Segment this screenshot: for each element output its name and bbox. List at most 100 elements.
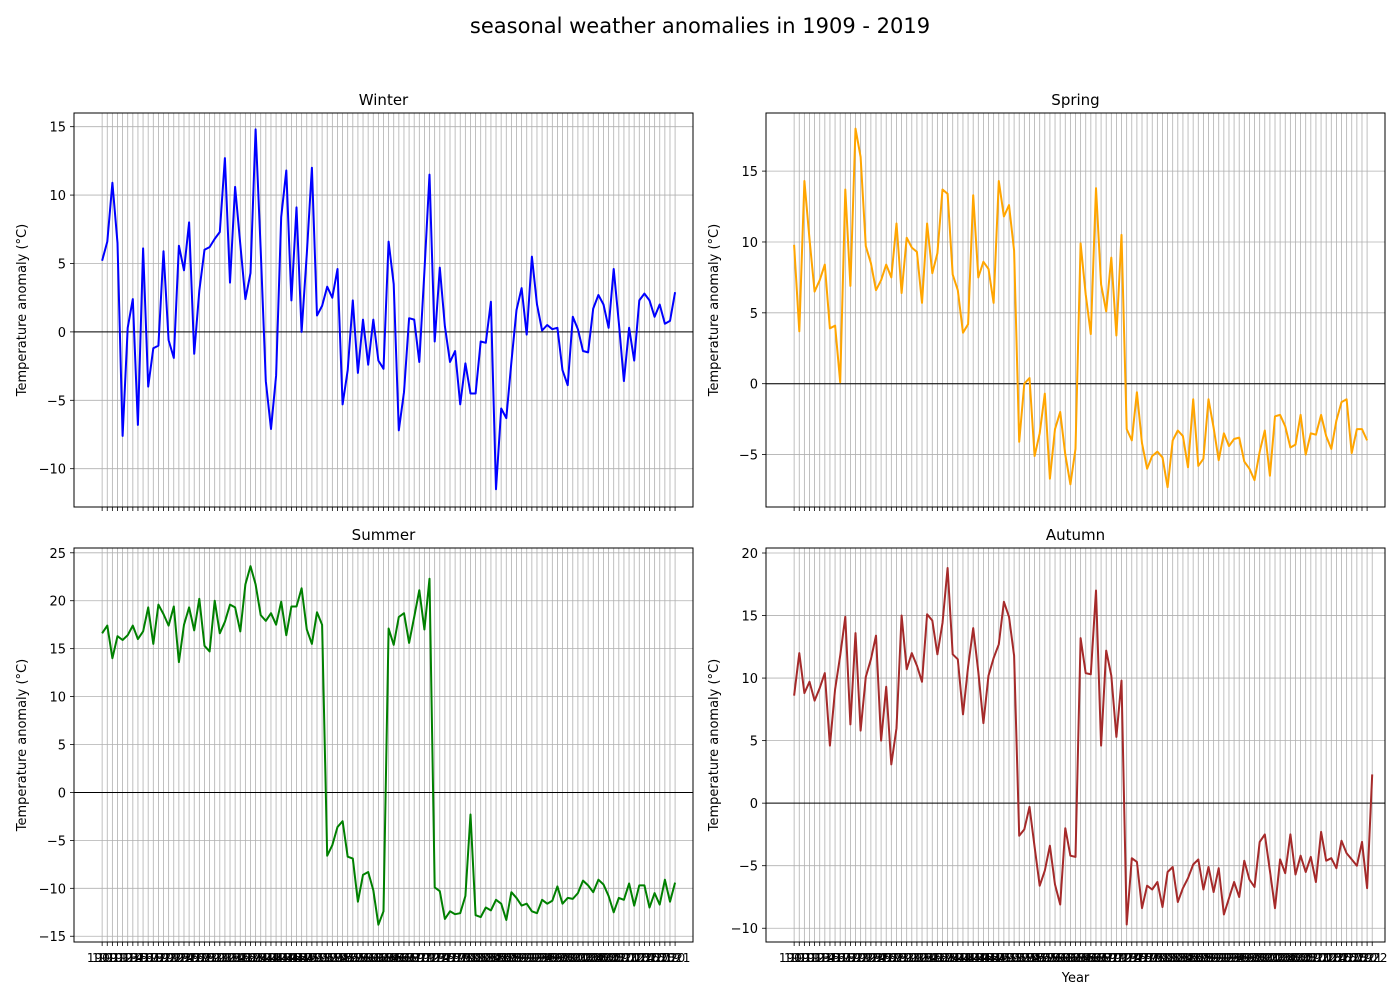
x-tick-label: 1962 — [1050, 951, 1081, 965]
y-tick-label: 20 — [741, 547, 758, 562]
x-tick-label: 2010 — [604, 951, 635, 965]
x-tick-label: 1972 — [409, 951, 440, 965]
x-tick-label: 1942 — [948, 951, 979, 965]
x-tick-label: 1944 — [958, 951, 989, 965]
x-tick-label: 1987 — [486, 951, 517, 965]
subplot-spring: −5 0 5 10 15 Spring Temperature anomaly (°C) — [707, 91, 1386, 511]
y-axis-label: Temperature anomaly (°C) — [707, 659, 722, 832]
y-axis-label: Temperature anomaly (°C) — [707, 224, 722, 397]
x-tick-label: 1954 — [317, 951, 348, 965]
x-tick-label: 1967 — [384, 951, 415, 965]
x-tick-label: 1972 — [1101, 951, 1132, 965]
x-tick-label: 1940 — [937, 951, 968, 965]
x-tick-label: 1911 — [97, 951, 128, 965]
x-tick-label: 1979 — [445, 951, 476, 965]
x-tick-label: 2017 — [639, 951, 670, 965]
x-tick-label: 1926 — [174, 951, 205, 965]
y-tick-label: 15 — [741, 165, 758, 180]
axes-frame — [73, 112, 694, 508]
x-tick-label: 1996 — [532, 951, 563, 965]
x-tick-label: 1984 — [1163, 951, 1194, 965]
x-tick-label: 1998 — [542, 951, 573, 965]
x-tick-label: 1951 — [994, 951, 1025, 965]
y-tick-label: 15 — [741, 610, 758, 625]
x-tick-label: 1938 — [235, 951, 266, 965]
x-tick-label: 1974 — [419, 951, 450, 965]
x-tick-label: 1937 — [230, 951, 261, 965]
x-tick-label: 1975 — [1116, 951, 1147, 965]
x-tick-label: 1941 — [943, 951, 974, 965]
subplot-summer: 1909191019111912191319141915191619171918… — [15, 526, 694, 965]
x-tick-label: 2007 — [588, 951, 619, 965]
x-tick-label: 1980 — [1142, 951, 1173, 965]
x-tick-label: 1952 — [307, 951, 338, 965]
x-tick-label: 1951 — [302, 951, 333, 965]
x-tick-label: 1991 — [506, 951, 537, 965]
x-tick-label: 1991 — [1198, 951, 1229, 965]
x-tick-label: 1920 — [835, 951, 866, 965]
x-tick-label: 1965 — [1065, 951, 1096, 965]
x-tick-label: 1994 — [522, 951, 553, 965]
x-tick-label: 2020 — [1347, 951, 1378, 965]
x-tick-label: 1993 — [517, 951, 548, 965]
x-tick-label: 1950 — [297, 951, 328, 965]
y-tick-label: 0 — [58, 786, 66, 801]
x-tick-label: 1940 — [245, 951, 276, 965]
x-tick-label: 1909 — [87, 951, 118, 965]
x-tick-label: 1989 — [1188, 951, 1219, 965]
axes-frame — [765, 547, 1386, 943]
x-tick-label: 1943 — [953, 951, 984, 965]
x-tick-label: 1968 — [1081, 951, 1112, 965]
series-line-autumn — [793, 567, 1374, 926]
y-tick-label: −5 — [739, 860, 758, 875]
x-tick-label: 1930 — [886, 951, 917, 965]
x-tick-label: 1918 — [133, 951, 164, 965]
y-tick-label: 10 — [49, 691, 66, 706]
x-tick-label: 2004 — [1265, 951, 1296, 965]
x-tick-label: 1928 — [876, 951, 907, 965]
x-tick-label: 1923 — [158, 951, 189, 965]
x-tick-label: 1960 — [1040, 951, 1071, 965]
x-tick-label: 1913 — [799, 951, 830, 965]
x-tick-label: 1916 — [815, 951, 846, 965]
y-tick-label: 15 — [49, 121, 66, 136]
x-tick-label: 2016 — [634, 951, 665, 965]
x-tick-label: 2011 — [1301, 951, 1332, 965]
x-tick-label: 2016 — [1326, 951, 1357, 965]
x-tick-label: 1975 — [424, 951, 455, 965]
x-tick-label: 1986 — [481, 951, 512, 965]
x-tick-label: 1987 — [1178, 951, 1209, 965]
x-tick-label: 1977 — [435, 951, 466, 965]
x-tick-label: 1914 — [804, 951, 835, 965]
x-tick-label: 1947 — [281, 951, 312, 965]
x-tick-label: 1973 — [414, 951, 445, 965]
x-tick-label: 1971 — [1096, 951, 1127, 965]
x-tick-label: 1945 — [271, 951, 302, 965]
x-tick-label: 1956 — [327, 951, 358, 965]
x-tick-label: 1954 — [1009, 951, 1040, 965]
x-tick-label: 1997 — [537, 951, 568, 965]
series-line-spring — [793, 127, 1369, 489]
x-tick-label: 1999 — [547, 951, 578, 965]
x-tick-label: 2014 — [624, 951, 655, 965]
x-tick-label: 1915 — [810, 951, 841, 965]
series-line-winter — [101, 128, 677, 491]
x-tick-label: 1994 — [1214, 951, 1245, 965]
x-tick-label: 1920 — [143, 951, 174, 965]
x-tick-label: 1958 — [338, 951, 369, 965]
x-tick-label: 2008 — [1285, 951, 1316, 965]
x-tick-label: 1993 — [1209, 951, 1240, 965]
subplot-title: Autumn — [1046, 526, 1105, 544]
x-tick-label: 2007 — [1280, 951, 1311, 965]
x-tick-label: 1929 — [189, 951, 220, 965]
x-tick-label: 1917 — [128, 951, 159, 965]
x-tick-label: 1950 — [989, 951, 1020, 965]
x-tick-label: 1910 — [92, 951, 123, 965]
x-tick-label: 1976 — [1122, 951, 1153, 965]
x-tick-label: 1958 — [1030, 951, 1061, 965]
y-tick-label: 5 — [750, 735, 758, 750]
x-tick-label: 1978 — [440, 951, 471, 965]
x-tick-label: 1992 — [1203, 951, 1234, 965]
x-tick-label: 1959 — [1035, 951, 1066, 965]
